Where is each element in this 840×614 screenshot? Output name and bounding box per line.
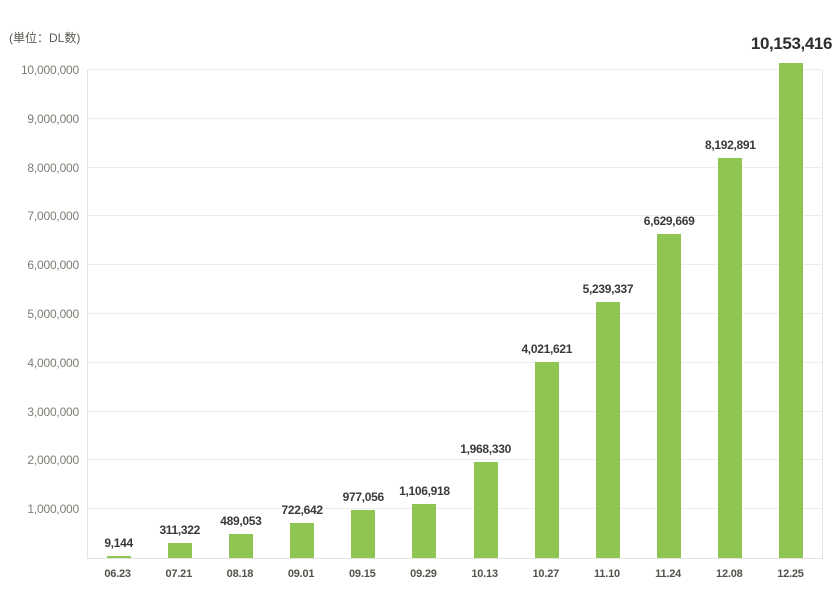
bar-07.21 xyxy=(167,543,192,558)
bar-column-08.18: 489,053 xyxy=(210,70,271,558)
bar-column-09.01: 722,642 xyxy=(272,70,333,558)
bar-12.25 xyxy=(779,63,804,558)
x-tick-10.27: 10.27 xyxy=(532,568,560,580)
y-tick-3,000,000: 3,000,000 xyxy=(27,404,79,419)
value-label-09.15: 977,056 xyxy=(342,490,385,504)
bar-10.13 xyxy=(473,462,498,558)
value-label-11.10: 5,239,337 xyxy=(582,282,634,296)
x-tick-11.10: 11.10 xyxy=(594,568,620,580)
bar-09.29 xyxy=(412,504,437,558)
bar-column-12.08: 8,192,891 xyxy=(700,70,761,558)
value-label-11.24: 6,629,669 xyxy=(643,214,695,228)
gridline-8,000,000 xyxy=(88,166,822,168)
bar-11.24 xyxy=(657,234,682,558)
x-tick-06.23: 06.23 xyxy=(104,568,131,580)
y-tick-1,000,000: 1,000,000 xyxy=(27,502,79,517)
value-label-12.08: 8,192,891 xyxy=(704,138,756,152)
x-tick-12.25: 12.25 xyxy=(777,568,804,580)
y-tick-4,000,000: 4,000,000 xyxy=(27,355,79,370)
x-tick-11.24: 11.24 xyxy=(655,568,682,580)
plot-area: 9,144 311,322 489,053 722,642 977,056 1,106,9… xyxy=(87,35,832,559)
gridline-3,000,000 xyxy=(88,410,822,412)
gridline-2,000,000 xyxy=(88,459,822,461)
bar-column-10.27: 4,021,621 xyxy=(516,70,577,558)
x-axis-tick-labels: 06.23 07.21 08.18 09.01 09.15 09.29 10.13 10.27… xyxy=(87,569,821,580)
value-label-06.23: 9,144 xyxy=(104,536,133,550)
bar-06.23 xyxy=(106,556,131,558)
bar-08.18 xyxy=(228,534,253,558)
bar-column-11.24: 6,629,669 xyxy=(639,70,700,558)
x-tick-07.21: 07.21 xyxy=(165,568,193,580)
bar-column-10.13: 1,968,330 xyxy=(455,70,516,558)
y-tick-5,000,000: 5,000,000 xyxy=(27,307,79,321)
bar-11.10 xyxy=(595,302,620,558)
y-tick-9,000,000: 9,000,000 xyxy=(27,111,79,126)
value-label-09.29: 1,106,918 xyxy=(399,484,450,498)
value-label-09.01: 722,642 xyxy=(281,503,323,517)
y-tick-10,000,000: 10,000,000 xyxy=(20,63,79,77)
unit-label: (単位：DL数) xyxy=(9,31,81,45)
bar-column-09.29: 1,106,918 xyxy=(394,70,455,558)
bar-09.15 xyxy=(351,510,376,558)
value-label-12.25: 10,153,416 xyxy=(750,34,833,53)
x-tick-08.18: 08.18 xyxy=(226,568,254,580)
value-label-07.21: 311,322 xyxy=(159,523,201,537)
bar-series: 9,144 311,322 489,053 722,642 977,056 1,106,9… xyxy=(88,35,832,558)
x-tick-12.08: 12.08 xyxy=(716,568,743,580)
gridline-4,000,000 xyxy=(88,361,822,363)
y-tick-8,000,000: 8,000,000 xyxy=(27,160,79,175)
gridline-6,000,000 xyxy=(88,264,822,266)
bar-column-11.10: 5,239,337 xyxy=(577,70,638,558)
bar-10.27 xyxy=(534,362,559,558)
x-tick-09.01: 09.01 xyxy=(287,568,315,580)
y-axis-tick-labels: 1,000,000 2,000,000 3,000,000 4,000,000 5,00… xyxy=(0,0,79,614)
y-tick-2,000,000: 2,000,000 xyxy=(27,453,79,468)
bar-column-07.21: 311,322 xyxy=(149,70,210,558)
y-tick-7,000,000: 7,000,000 xyxy=(27,209,79,224)
x-tick-09.15: 09.15 xyxy=(349,568,376,580)
value-label-10.27: 4,021,621 xyxy=(521,342,573,356)
y-tick-6,000,000: 6,000,000 xyxy=(27,258,79,273)
gridline-5,000,000 xyxy=(88,313,822,314)
bar-09.01 xyxy=(290,523,315,558)
gridline-9,000,000 xyxy=(88,117,822,119)
bar-column-12.25: 10,153,416 xyxy=(751,35,832,558)
gridline-10,000,000 xyxy=(88,69,822,70)
x-tick-09.29: 09.29 xyxy=(410,568,437,580)
x-tick-10.13: 10.13 xyxy=(471,568,498,580)
gridline-7,000,000 xyxy=(88,215,822,217)
bar-column-09.15: 977,056 xyxy=(333,70,394,558)
bar-column-06.23: 9,144 xyxy=(88,70,149,558)
value-label-10.13: 1,968,330 xyxy=(460,442,511,456)
gridline-1,000,000 xyxy=(88,508,822,510)
bar-12.08 xyxy=(718,158,743,558)
value-label-08.18: 489,053 xyxy=(220,514,262,528)
